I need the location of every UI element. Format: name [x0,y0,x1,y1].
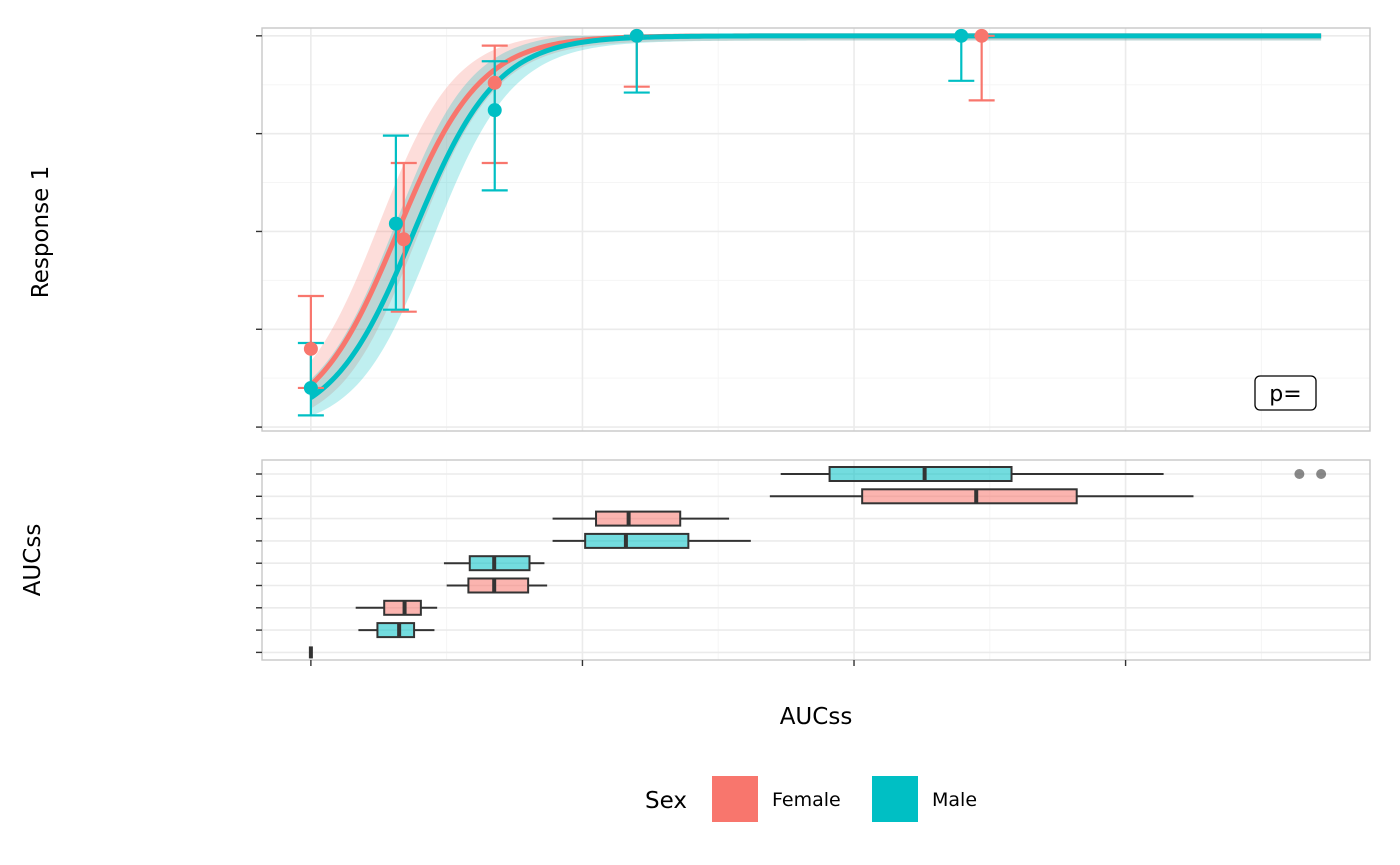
top-y-axis [256,35,262,428]
legend-title: Sex [645,788,687,814]
boxplot-outlier [1316,469,1327,479]
p-value-box [1254,375,1317,411]
boxplot-box [468,555,531,572]
top-y-axis-title: Response 1 [28,166,54,298]
top-grid [262,28,1370,431]
boxplot-box [595,510,682,527]
data-point-female [303,341,318,356]
boxplot-placebo-marker [308,646,313,659]
x-axis-title: AUCss [780,704,853,730]
bottom-grid [262,460,1370,660]
legend-label-male: Male [932,789,977,811]
boxplot-box [828,466,1013,482]
bottom-y-axis-title: AUCss [20,524,46,597]
bottom-panel: AUCss AUCss [20,459,1371,730]
top-curves [309,33,1322,400]
data-point-male [388,216,403,231]
boxplot-outlier [1294,469,1305,479]
top-points [303,28,989,395]
data-point-male [487,103,502,118]
boxplot-box [584,532,690,549]
top-panel: p= Response 1 [28,27,1371,432]
bottom-y-axis [256,473,262,654]
boxplot-box [376,622,416,639]
data-point-male [954,28,969,43]
data-point-male [303,380,318,395]
data-point-female [974,28,989,43]
boxplot-box [861,488,1078,505]
data-point-female [487,75,502,90]
legend-swatch-male [872,776,918,822]
x-axis [310,660,1127,666]
data-point-female [396,232,411,247]
bottom-boxplots [308,466,1327,659]
p-value-annotation: p= [1254,375,1317,411]
boxplot-box [467,577,530,594]
logistic-curve-male [309,33,1322,400]
data-point-male [629,28,644,43]
legend-swatch-female [712,776,758,822]
bottom-panel-border [261,459,1371,661]
boxplot-box [383,599,422,616]
legend-label-female: Female [772,789,841,811]
p-value-label: p= [1269,382,1301,407]
top-panel-border [261,27,1371,432]
legend: Sex Female Male [645,776,977,822]
